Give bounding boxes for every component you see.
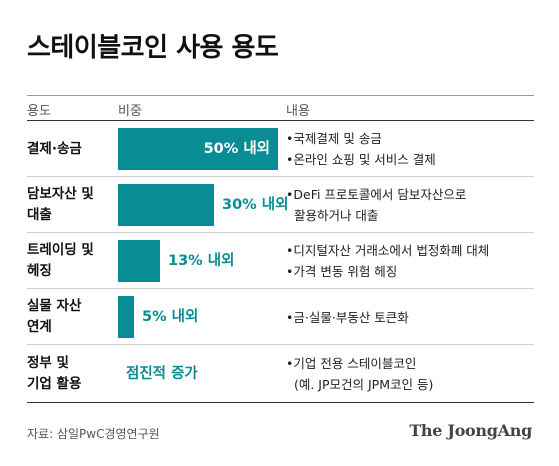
bar-0	[118, 128, 278, 170]
use-label-line: 기업 활용	[27, 376, 82, 392]
use-label-line: 정부 및	[27, 355, 69, 371]
use-label-line: 담보자산 및	[27, 186, 94, 202]
use-label-line: 연계	[27, 319, 52, 335]
content-line: •국제결제 및 송금	[286, 131, 382, 146]
header-use: 용도	[27, 104, 51, 119]
row-divider	[27, 176, 534, 177]
bar-1	[118, 184, 214, 226]
table-header: 용도 비중 내용	[27, 95, 534, 121]
row-divider	[27, 344, 534, 345]
use-label: 결제·송금	[27, 139, 82, 160]
header-share: 비중	[118, 104, 142, 119]
use-label-line: 대출	[27, 207, 52, 223]
bar-2	[118, 240, 160, 282]
content-line: •기업 전용 스테이블코인	[286, 356, 417, 371]
content-cell: •디지털자산 거래소에서 법정화폐 대체 •가격 변동 위험 헤징	[286, 240, 489, 282]
use-label-line: 헤징	[27, 263, 52, 279]
content-line: •DeFi 프로토콜에서 담보자산으로	[286, 187, 467, 202]
bar-value-label: 50% 내외	[203, 141, 270, 157]
content-line: •디지털자산 거래소에서 법정화폐 대체	[286, 243, 490, 258]
content-line: •금·실물·부동산 토큰화	[286, 309, 409, 325]
content-cell: •국제결제 및 송금 •온라인 쇼핑 및 서비스 결제	[286, 128, 436, 170]
content-line: •온라인 쇼핑 및 서비스 결제	[286, 152, 436, 167]
table-row: 결제·송금 50% 내외 •국제결제 및 송금 •온라인 쇼핑 및 서비스 결제	[27, 121, 534, 177]
bar-value-label: 5% 내외	[142, 309, 199, 325]
page-title: 스테이블코인 사용 용도	[27, 33, 279, 63]
bar-value-label: 13% 내외	[168, 253, 235, 269]
use-label-line: 실물 자산	[27, 298, 82, 314]
header-content: 내용	[286, 104, 310, 119]
row-divider	[27, 402, 534, 403]
content-cell: •금·실물·부동산 토큰화	[286, 307, 409, 328]
use-label-line: 트레이딩 및	[27, 242, 94, 258]
row-divider	[27, 288, 534, 289]
bar-value-label: 30% 내외	[222, 197, 289, 213]
content-cell: •DeFi 프로토콜에서 담보자산으로 활용하거나 대출	[286, 184, 466, 226]
publisher-logo: The JoongAng	[409, 421, 532, 440]
content-line: (예. JP모건의 JPM코인 등)	[286, 377, 434, 392]
row-divider	[27, 232, 534, 233]
use-label-line: 결제·송금	[27, 140, 82, 157]
content-cell: •기업 전용 스테이블코인 (예. JP모건의 JPM코인 등)	[286, 353, 433, 395]
source-note: 자료: 삼일PwC경영연구원	[27, 427, 160, 441]
bar-value-label: 점진적 증가	[126, 366, 198, 382]
content-line: •가격 변동 위험 헤징	[286, 264, 398, 279]
bar-3	[118, 296, 134, 338]
content-line: 활용하거나 대출	[286, 208, 379, 223]
